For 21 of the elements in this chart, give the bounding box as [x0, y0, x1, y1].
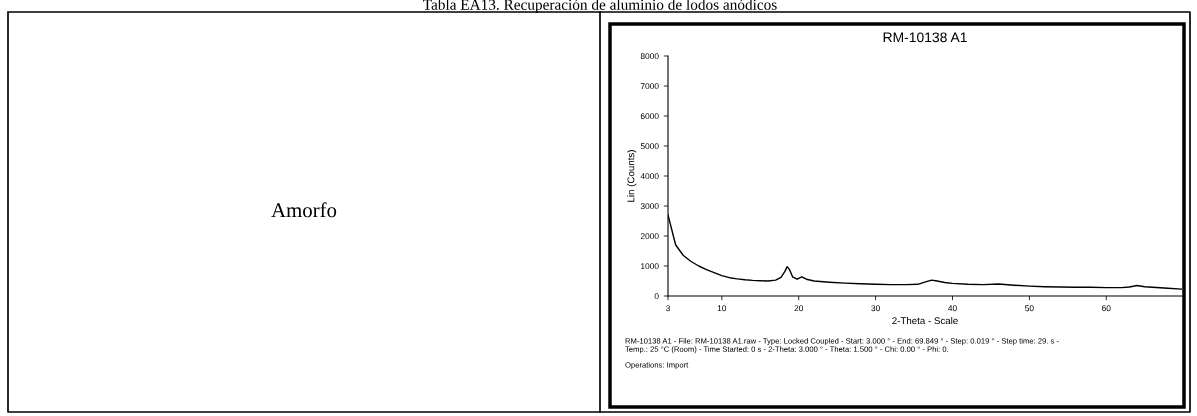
x-tick-label: 3 — [666, 305, 670, 312]
text: Amorfo — [271, 202, 337, 218]
y-axis-title: Lin (Counts) — [627, 150, 637, 202]
x-tick-label: 60 — [1102, 305, 1111, 312]
y-tick-label: 0 — [654, 293, 659, 300]
y-tick-label: 6000 — [640, 113, 659, 120]
chart-title: RM-10138 A1 — [883, 32, 967, 43]
y-tick-label: 3000 — [640, 203, 659, 210]
x-tick-label: 40 — [948, 305, 957, 312]
y-tick-label: 4000 — [640, 173, 659, 180]
x-tick-label: 10 — [717, 305, 727, 312]
y-tick-label: 7000 — [640, 83, 659, 90]
x-tick-label: 20 — [794, 305, 804, 312]
y-tick-label: 1000 — [641, 263, 659, 270]
x-tick-label: 50 — [1025, 305, 1034, 312]
x-axis-title: 2-Theta - Scale — [892, 316, 958, 325]
x-tick-label: 30 — [871, 305, 880, 312]
y-tick-label: 8000 — [640, 53, 659, 60]
text: Tabla EA13. Recuperación de aluminio de lodos anódicos — [423, 0, 777, 13]
y-tick-label: 5000 — [640, 143, 659, 150]
y-tick-label: 2000 — [640, 233, 659, 240]
